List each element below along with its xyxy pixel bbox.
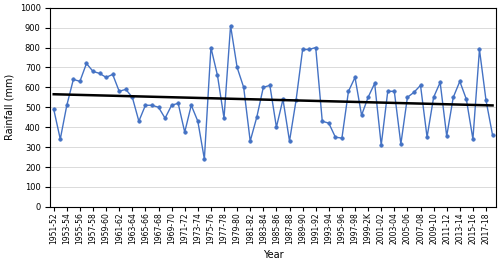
X-axis label: Year: Year [263,250,283,260]
Y-axis label: Rainfall (mm): Rainfall (mm) [4,74,14,140]
